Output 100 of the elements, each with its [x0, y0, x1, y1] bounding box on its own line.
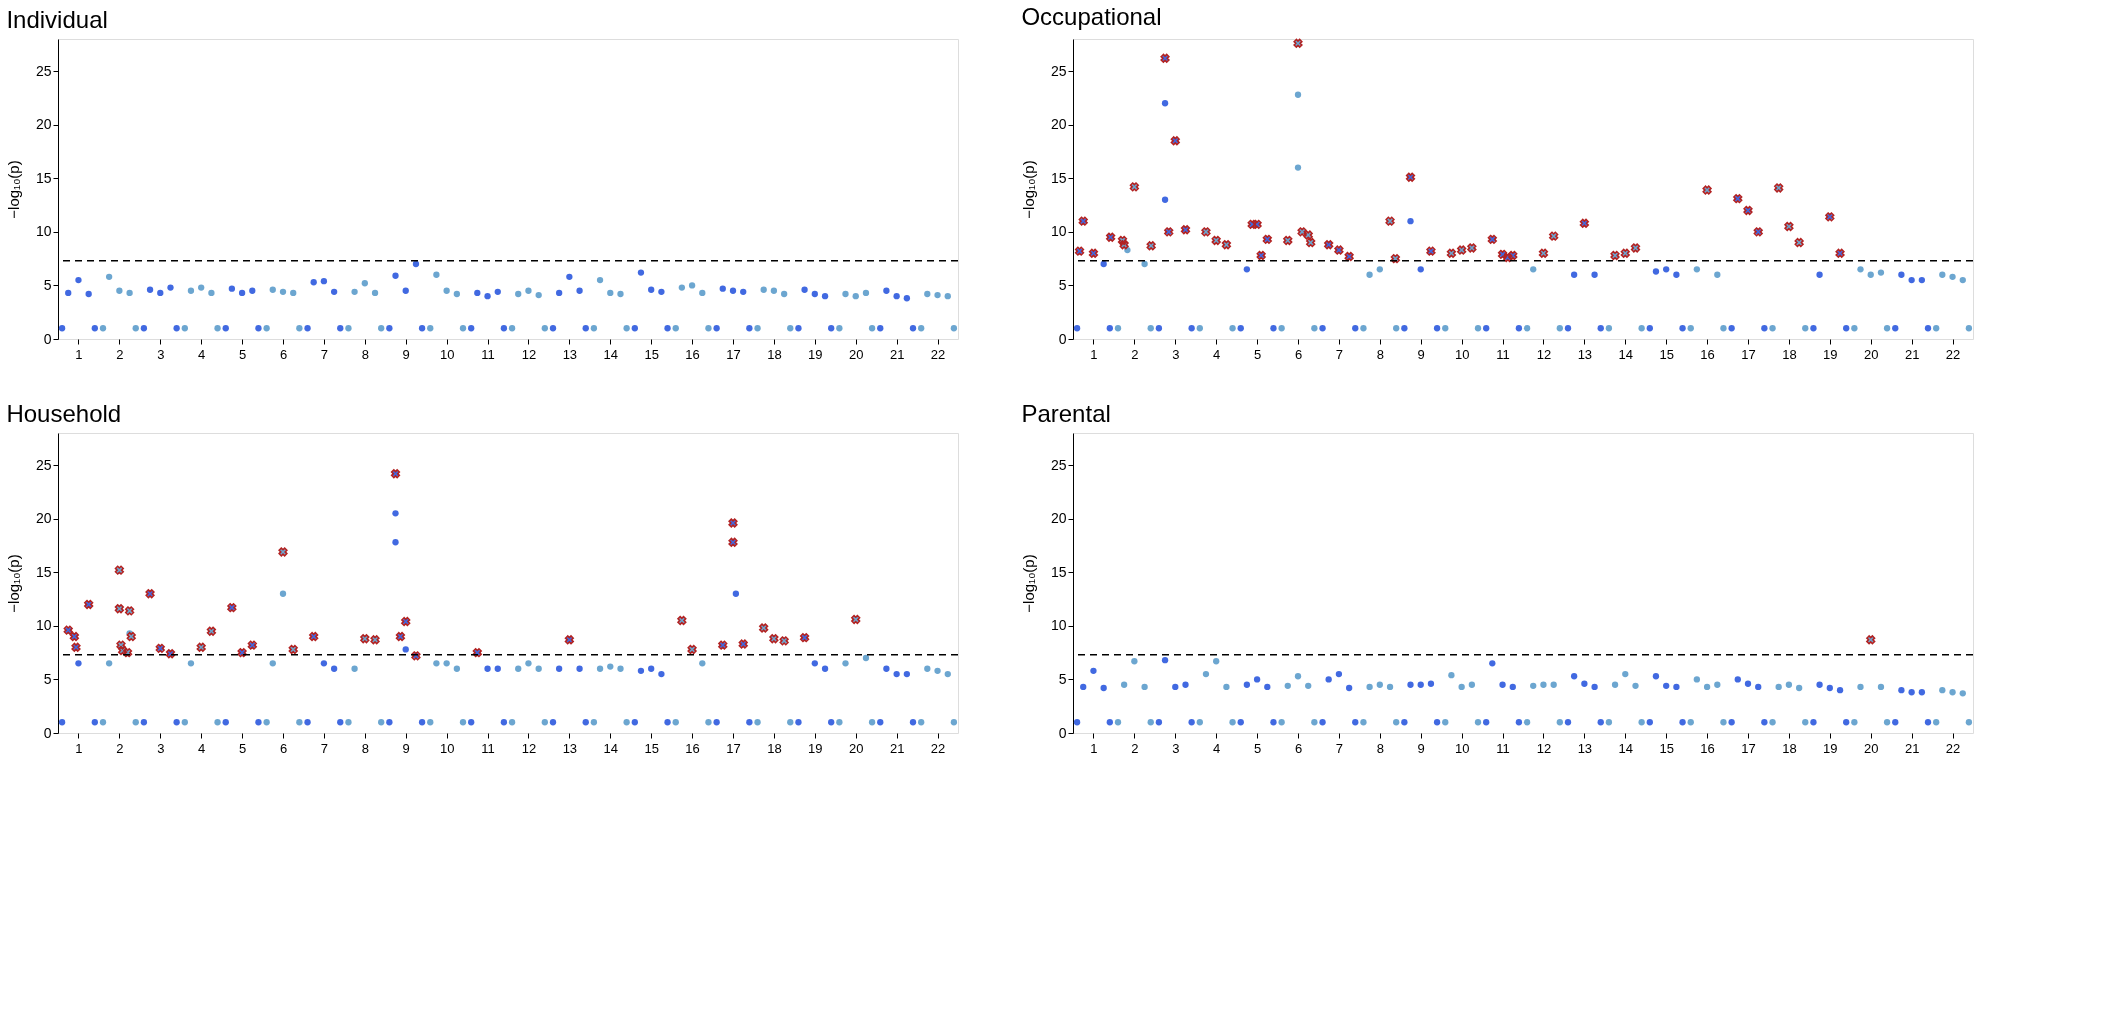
x-tick-label: 15 [1659, 740, 1674, 756]
x-tick-label: 1 [1090, 346, 1098, 362]
x-tick-label: 22 [930, 346, 946, 362]
x-tick-label: 22 [930, 740, 946, 756]
x-tick-label: 12 [1536, 346, 1552, 362]
x-tick-label: 2 [116, 740, 124, 756]
x-tick-label: 3 [1172, 740, 1180, 756]
x-tick-label: 13 [1577, 346, 1593, 362]
x-tick-label: 20 [848, 346, 864, 362]
x-tick-label: 20 [1863, 346, 1879, 362]
y-tick-label: 5 [43, 670, 52, 687]
x-tick-label: 4 [198, 346, 206, 362]
x-tick-label: 9 [402, 740, 410, 756]
x-tick-label: 9 [1417, 346, 1425, 362]
y-tick-label: 5 [1058, 276, 1067, 293]
x-tick-label: 20 [848, 740, 864, 756]
y-tick-label: 5 [1058, 670, 1067, 687]
chart-title: Household [6, 400, 122, 427]
y-tick-label: 10 [1050, 223, 1067, 240]
x-tick-label: 13 [562, 346, 578, 362]
x-tick-label: 14 [1618, 346, 1634, 362]
x-tick-label: 18 [1782, 740, 1797, 756]
x-tick-label: 19 [808, 346, 823, 362]
y-tick-label: 20 [1050, 116, 1067, 133]
x-tick-label: 5 [238, 346, 247, 362]
x-tick-label: 4 [1213, 346, 1221, 362]
chart-title: Individual [6, 6, 108, 33]
y-tick-label: 15 [1050, 563, 1067, 580]
y-axis-title: −log₁₀(p) [4, 554, 22, 613]
x-tick-label: 19 [1823, 346, 1838, 362]
x-tick-label: 2 [1131, 740, 1139, 756]
y-tick-label: 0 [1058, 724, 1067, 741]
x-tick-label: 2 [1131, 346, 1139, 362]
y-tick-label: 15 [35, 169, 52, 186]
y-tick-label: 15 [35, 563, 52, 580]
x-tick-label: 7 [320, 346, 329, 362]
y-tick-label: 10 [35, 223, 52, 240]
x-tick-label: 21 [1904, 346, 1920, 362]
y-tick-label: 20 [1050, 510, 1067, 527]
x-tick-label: 14 [1618, 740, 1634, 756]
x-tick-label: 19 [1823, 740, 1838, 756]
x-tick-label: 12 [1536, 740, 1552, 756]
x-tick-label: 12 [521, 740, 537, 756]
x-tick-label: 18 [767, 740, 782, 756]
x-tick-label: 18 [1782, 346, 1797, 362]
x-tick-label: 17 [1741, 740, 1756, 756]
y-tick-label: 25 [1050, 62, 1067, 79]
x-tick-label: 17 [1741, 346, 1756, 362]
x-tick-label: 1 [75, 740, 83, 756]
x-tick-label: 8 [361, 346, 369, 362]
x-tick-label: 7 [1335, 740, 1344, 756]
x-tick-label: 21 [889, 346, 905, 362]
y-tick-label: 10 [35, 617, 52, 634]
x-tick-label: 13 [1577, 740, 1593, 756]
x-tick-label: 10 [1454, 740, 1470, 756]
y-tick-label: 20 [35, 116, 52, 133]
x-tick-label: 1 [1090, 740, 1098, 756]
x-tick-label: 4 [198, 740, 206, 756]
x-tick-label: 10 [439, 346, 455, 362]
x-tick-label: 16 [1700, 740, 1715, 756]
y-tick-label: 0 [43, 724, 52, 741]
x-tick-label: 15 [644, 346, 659, 362]
x-tick-label: 7 [320, 740, 329, 756]
x-tick-label: 8 [1376, 346, 1384, 362]
y-tick-label: 25 [35, 456, 52, 473]
x-tick-label: 15 [1659, 346, 1674, 362]
x-tick-label: 22 [1945, 740, 1961, 756]
x-tick-label: 14 [603, 740, 619, 756]
x-tick-label: 5 [1253, 346, 1262, 362]
x-tick-label: 6 [279, 740, 288, 756]
x-tick-label: 14 [603, 346, 619, 362]
x-tick-label: 12 [521, 346, 537, 362]
y-tick-label: 0 [1058, 330, 1067, 347]
x-tick-label: 11 [1496, 740, 1510, 756]
x-tick-label: 15 [644, 740, 659, 756]
y-tick-label: 20 [35, 510, 52, 527]
x-tick-label: 6 [279, 346, 288, 362]
chart-title: Parental [1021, 400, 1111, 427]
y-tick-label: 15 [1050, 169, 1067, 186]
x-tick-label: 2 [116, 346, 124, 362]
x-tick-label: 6 [1294, 740, 1303, 756]
x-tick-label: 11 [1496, 346, 1510, 362]
y-tick-label: 10 [1050, 617, 1067, 634]
x-tick-label: 13 [562, 740, 578, 756]
x-tick-label: 10 [439, 740, 455, 756]
x-tick-label: 21 [889, 740, 905, 756]
x-tick-label: 10 [1454, 346, 1470, 362]
x-tick-label: 5 [238, 740, 247, 756]
x-tick-label: 8 [361, 740, 369, 756]
x-tick-label: 3 [157, 740, 165, 756]
x-tick-label: 7 [1335, 346, 1344, 362]
y-tick-label: 25 [35, 62, 52, 79]
y-tick-label: 25 [1050, 456, 1067, 473]
x-tick-label: 6 [1294, 346, 1303, 362]
x-tick-label: 16 [685, 346, 700, 362]
y-axis-title: −log₁₀(p) [1019, 160, 1037, 219]
x-tick-label: 9 [1417, 740, 1425, 756]
x-tick-label: 3 [157, 346, 165, 362]
y-axis-title: −log₁₀(p) [4, 160, 22, 219]
x-tick-label: 1 [75, 346, 83, 362]
